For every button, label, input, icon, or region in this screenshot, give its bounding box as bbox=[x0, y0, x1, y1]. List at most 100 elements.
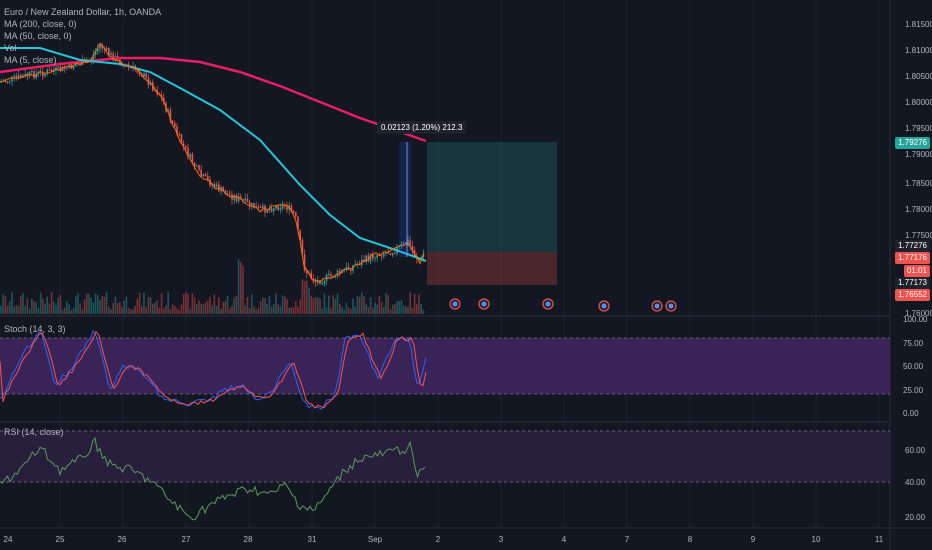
candle bbox=[418, 258, 420, 261]
candle bbox=[198, 165, 200, 170]
volume-bar bbox=[81, 308, 84, 314]
symbol-title[interactable]: Euro / New Zealand Dollar, 1h, OANDA bbox=[4, 7, 162, 17]
volume-bar bbox=[209, 296, 211, 314]
volume-bar bbox=[105, 292, 108, 314]
ma200-legend[interactable]: MA (200, close, 0) bbox=[4, 19, 77, 29]
rsi-legend[interactable]: RSI (14, close) bbox=[4, 427, 64, 437]
volume-bar bbox=[264, 298, 266, 314]
volume-bar bbox=[255, 309, 257, 314]
volume-bar bbox=[222, 301, 224, 314]
volume-bar bbox=[220, 308, 222, 314]
volume-bar bbox=[182, 294, 185, 314]
candle bbox=[174, 123, 176, 127]
volume-bar bbox=[319, 298, 321, 314]
volume-bar bbox=[308, 287, 310, 314]
volume-bar bbox=[385, 293, 387, 314]
volume-bar bbox=[147, 297, 150, 314]
candle bbox=[365, 255, 367, 262]
price-axis-label: 1.76000 bbox=[905, 309, 932, 318]
volume-bar bbox=[358, 296, 361, 314]
candle bbox=[20, 75, 22, 78]
volume-bar bbox=[24, 305, 26, 314]
candle bbox=[9, 81, 11, 83]
time-axis-label: 24 bbox=[4, 535, 13, 544]
volume-bar bbox=[163, 308, 165, 314]
volume-bar bbox=[383, 306, 385, 314]
volume-bar bbox=[343, 309, 345, 314]
candle bbox=[321, 283, 323, 285]
volume-bar bbox=[9, 301, 11, 314]
volume-bar bbox=[70, 309, 73, 314]
volume-bar bbox=[422, 309, 425, 314]
volume-legend[interactable]: Vol bbox=[4, 43, 17, 53]
volume-bar bbox=[97, 295, 99, 314]
candle bbox=[145, 73, 147, 78]
volume-bar bbox=[387, 295, 389, 314]
measure-range bbox=[399, 142, 411, 257]
candle bbox=[277, 205, 279, 210]
candle bbox=[372, 254, 374, 259]
candle bbox=[193, 162, 196, 167]
volume-bar bbox=[200, 303, 202, 314]
candle bbox=[279, 208, 282, 210]
volume-bar bbox=[407, 306, 409, 314]
candle bbox=[328, 274, 330, 276]
volume-bar bbox=[242, 265, 244, 314]
rsi-line bbox=[0, 436, 426, 521]
volume-bar bbox=[231, 305, 233, 314]
volume-bar bbox=[72, 308, 75, 314]
stoch-axis-label: 0.00 bbox=[903, 409, 919, 418]
volume-bar bbox=[88, 293, 90, 314]
time-axis-label: 11 bbox=[875, 535, 884, 544]
volume-bar bbox=[55, 305, 57, 314]
volume-bar bbox=[352, 298, 354, 314]
candle bbox=[297, 216, 299, 231]
candle bbox=[48, 69, 51, 71]
volume-bar bbox=[48, 303, 51, 314]
volume-bar bbox=[270, 306, 273, 314]
volume-bar bbox=[224, 301, 227, 314]
candle bbox=[385, 252, 387, 254]
price-axis-label: 1.79500 bbox=[905, 124, 932, 133]
volume-bar bbox=[413, 294, 416, 314]
volume-bar bbox=[380, 302, 383, 314]
volume-bar bbox=[240, 261, 242, 314]
stoch-axis-label: 25.00 bbox=[903, 386, 924, 395]
candle bbox=[246, 198, 249, 202]
volume-bar bbox=[369, 297, 372, 314]
volume-bar bbox=[13, 306, 15, 314]
volume-bar bbox=[365, 303, 367, 314]
candle bbox=[57, 66, 59, 68]
volume-bar bbox=[68, 304, 70, 314]
measure-label: 0.02123 (1.20%) 212.3 bbox=[377, 121, 467, 134]
volume-bar bbox=[226, 295, 229, 314]
volume-bar bbox=[235, 295, 238, 314]
ma5-line bbox=[0, 42, 425, 283]
candle bbox=[290, 205, 293, 212]
stoch-axis-label: 50.00 bbox=[903, 362, 924, 371]
volume-bar bbox=[169, 309, 172, 314]
time-axis-label: 4 bbox=[562, 535, 567, 544]
volume-bar bbox=[116, 302, 119, 314]
volume-bar bbox=[2, 294, 4, 314]
volume-bar bbox=[356, 296, 359, 314]
stoch-legend[interactable]: Stoch (14, 3, 3) bbox=[4, 324, 66, 334]
volume-bar bbox=[420, 304, 422, 314]
ma5-legend[interactable]: MA (5, close) bbox=[4, 55, 57, 65]
volume-bar bbox=[31, 298, 33, 314]
volume-bar bbox=[53, 301, 55, 314]
candle bbox=[132, 65, 134, 67]
volume-bar bbox=[213, 294, 216, 314]
volume-bar bbox=[367, 307, 370, 314]
ma50-legend[interactable]: MA (50, close, 0) bbox=[4, 31, 72, 41]
time-axis-label: 3 bbox=[499, 535, 504, 544]
volume-bar bbox=[187, 293, 189, 314]
volume-bar bbox=[398, 301, 400, 314]
candle bbox=[42, 71, 44, 77]
event-badge-icon-dot bbox=[481, 301, 487, 307]
candle bbox=[6, 81, 9, 83]
volume-bar bbox=[136, 298, 139, 314]
candle bbox=[15, 75, 18, 78]
candle bbox=[176, 126, 178, 134]
